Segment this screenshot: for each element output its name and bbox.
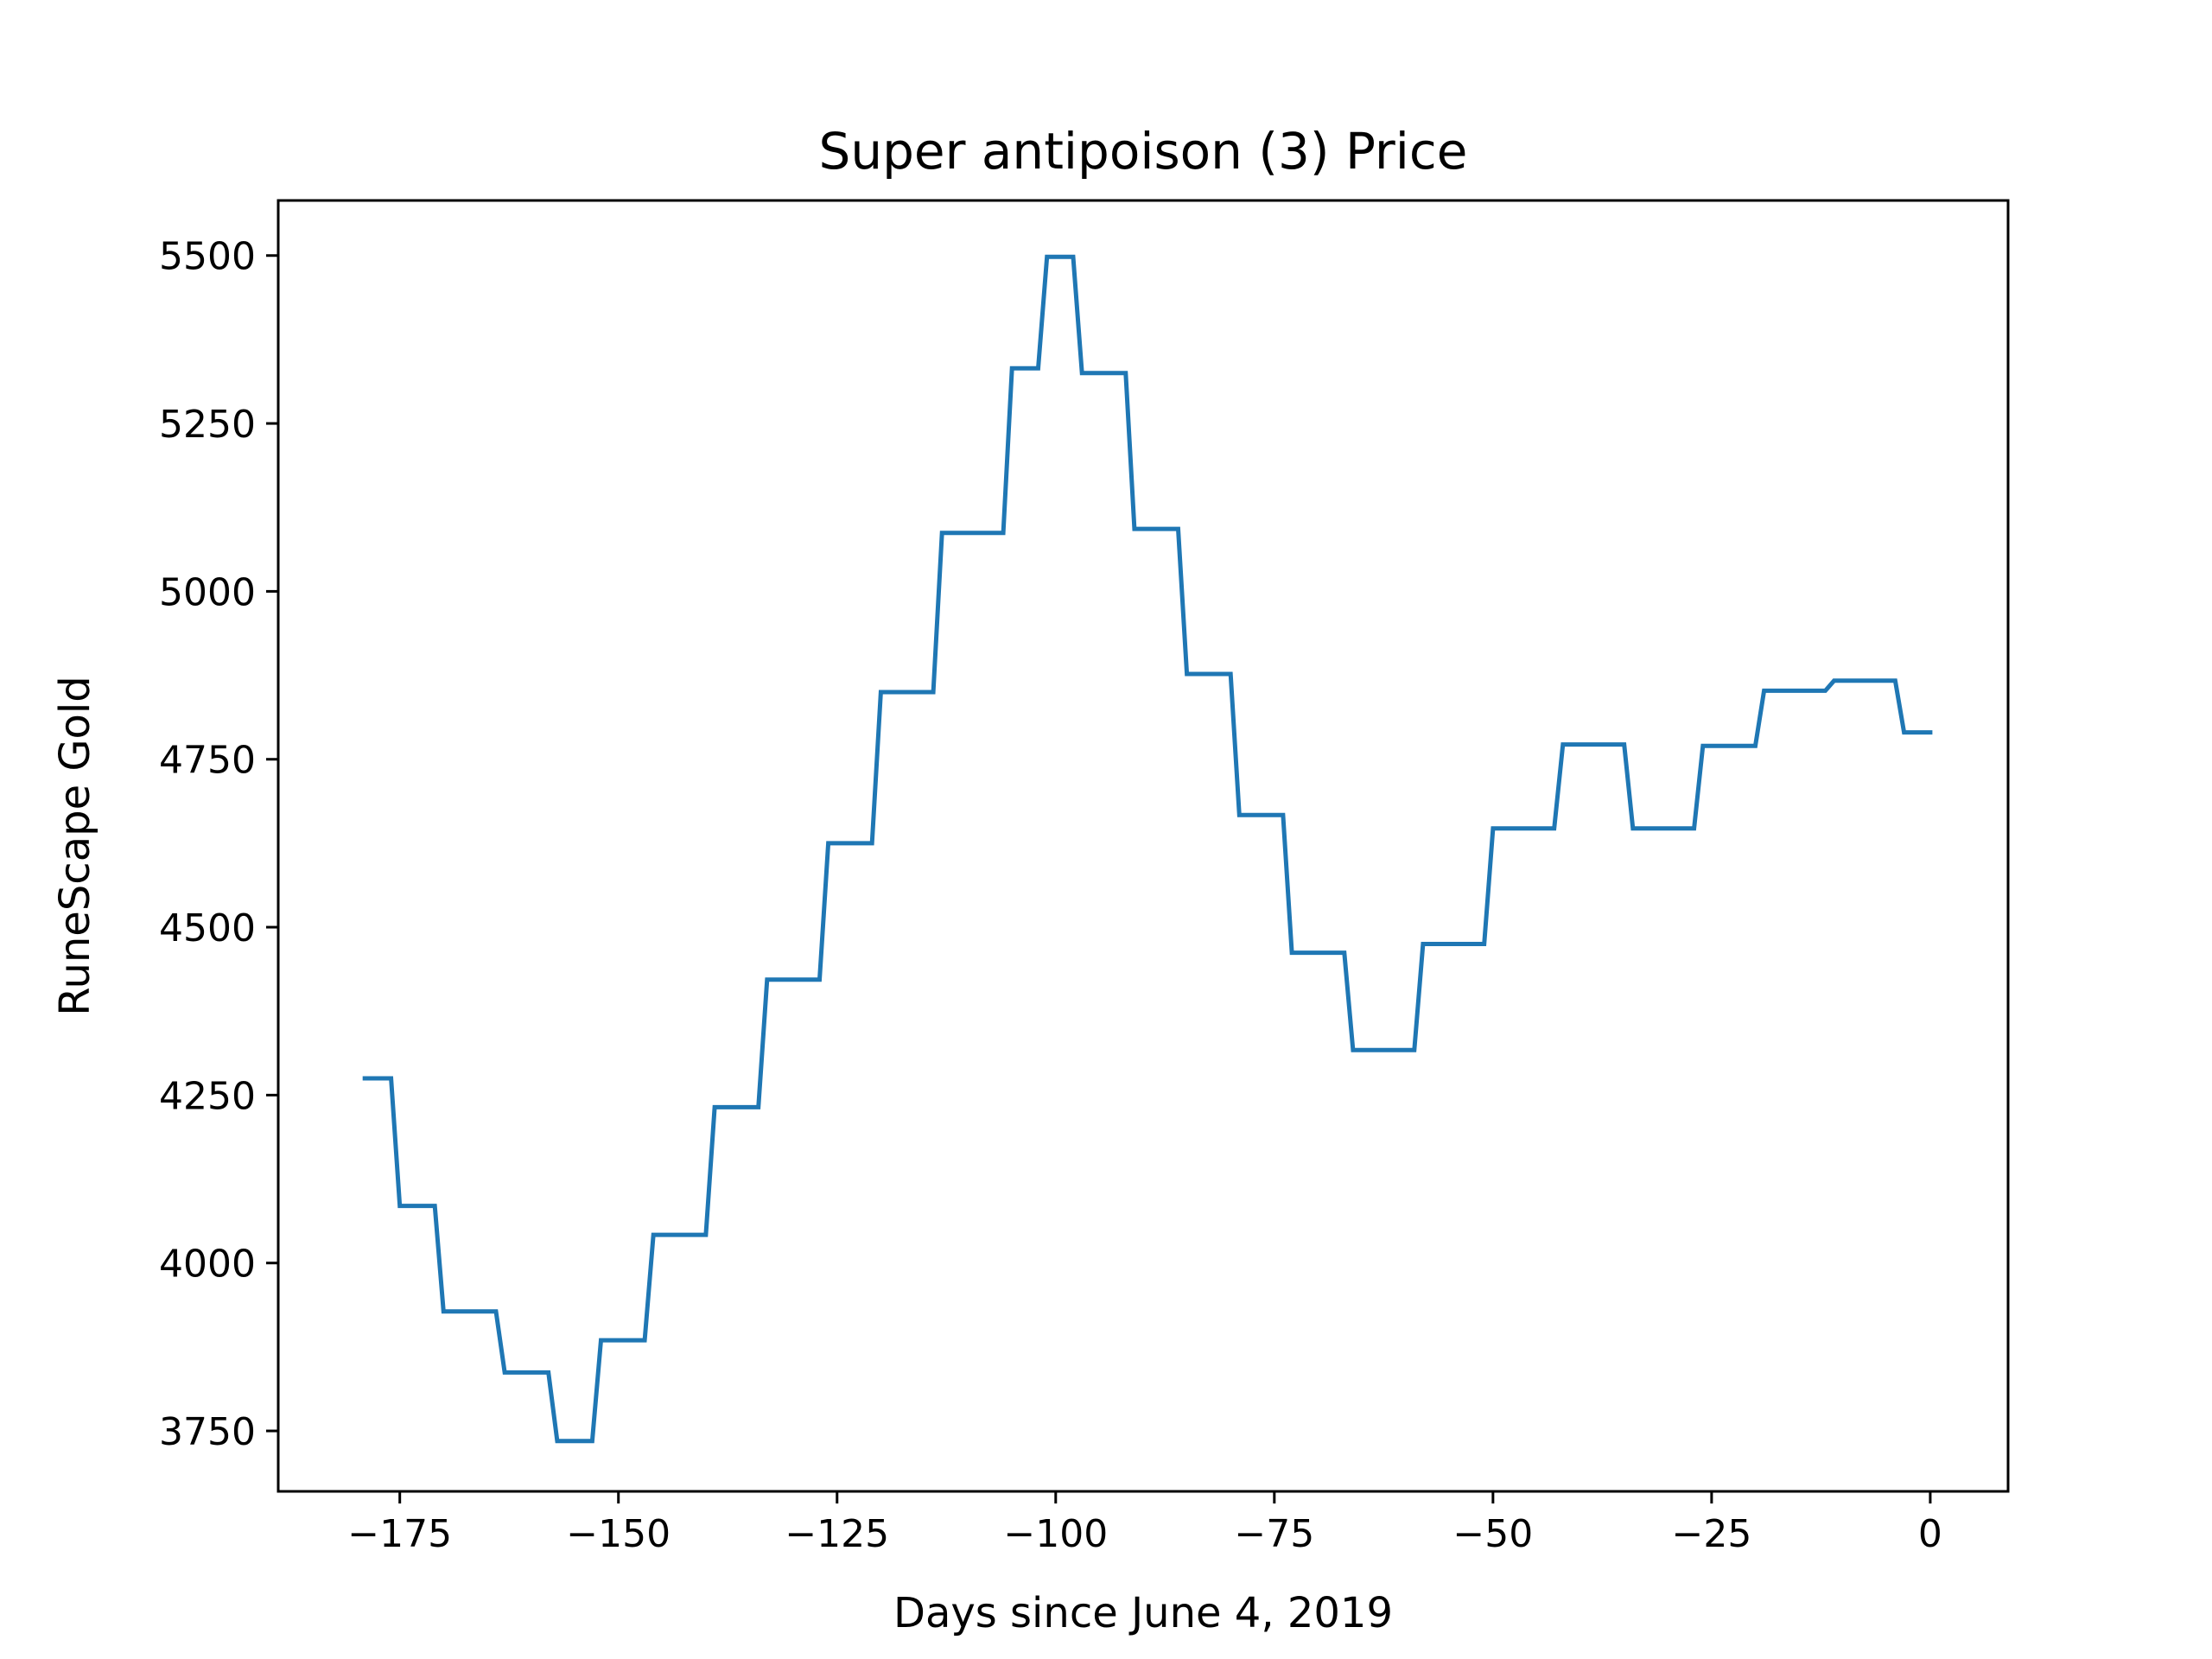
x-tick-label: −75: [1234, 1512, 1314, 1556]
y-tick-label: 4250: [159, 1074, 256, 1118]
price-series-line: [362, 254, 1933, 1444]
chart-title: Super antipoison (3) Price: [819, 122, 1468, 181]
y-tick-label: 5500: [159, 235, 256, 279]
x-tick-label: −50: [1452, 1512, 1533, 1556]
y-tick-label: 5000: [159, 570, 256, 614]
x-axis-ticks: −175 −150 −125 −100 −75 −50 −25 0: [347, 1491, 1942, 1556]
y-axis-ticks: 3750 4000 4250 4500 4750 5000 5250 5500: [159, 235, 278, 1454]
x-tick-label: 0: [1918, 1512, 1942, 1556]
x-axis-label: Days since June 4, 2019: [893, 1589, 1393, 1637]
x-tick-label: −25: [1671, 1512, 1751, 1556]
plot-frame: [276, 199, 2010, 1493]
x-tick-label: −150: [566, 1512, 671, 1556]
plot-area: [276, 199, 2010, 1493]
x-tick-label: −125: [785, 1512, 889, 1556]
y-tick-label: 5250: [159, 403, 256, 447]
y-tick-label: 4500: [159, 906, 256, 950]
y-tick-label: 4000: [159, 1243, 256, 1287]
x-tick-label: −100: [1003, 1512, 1108, 1556]
y-tick-label: 4750: [159, 739, 256, 783]
y-tick-label: 3750: [159, 1410, 256, 1454]
y-axis-label: RuneScape Gold: [51, 676, 99, 1015]
x-tick-label: −175: [347, 1512, 452, 1556]
